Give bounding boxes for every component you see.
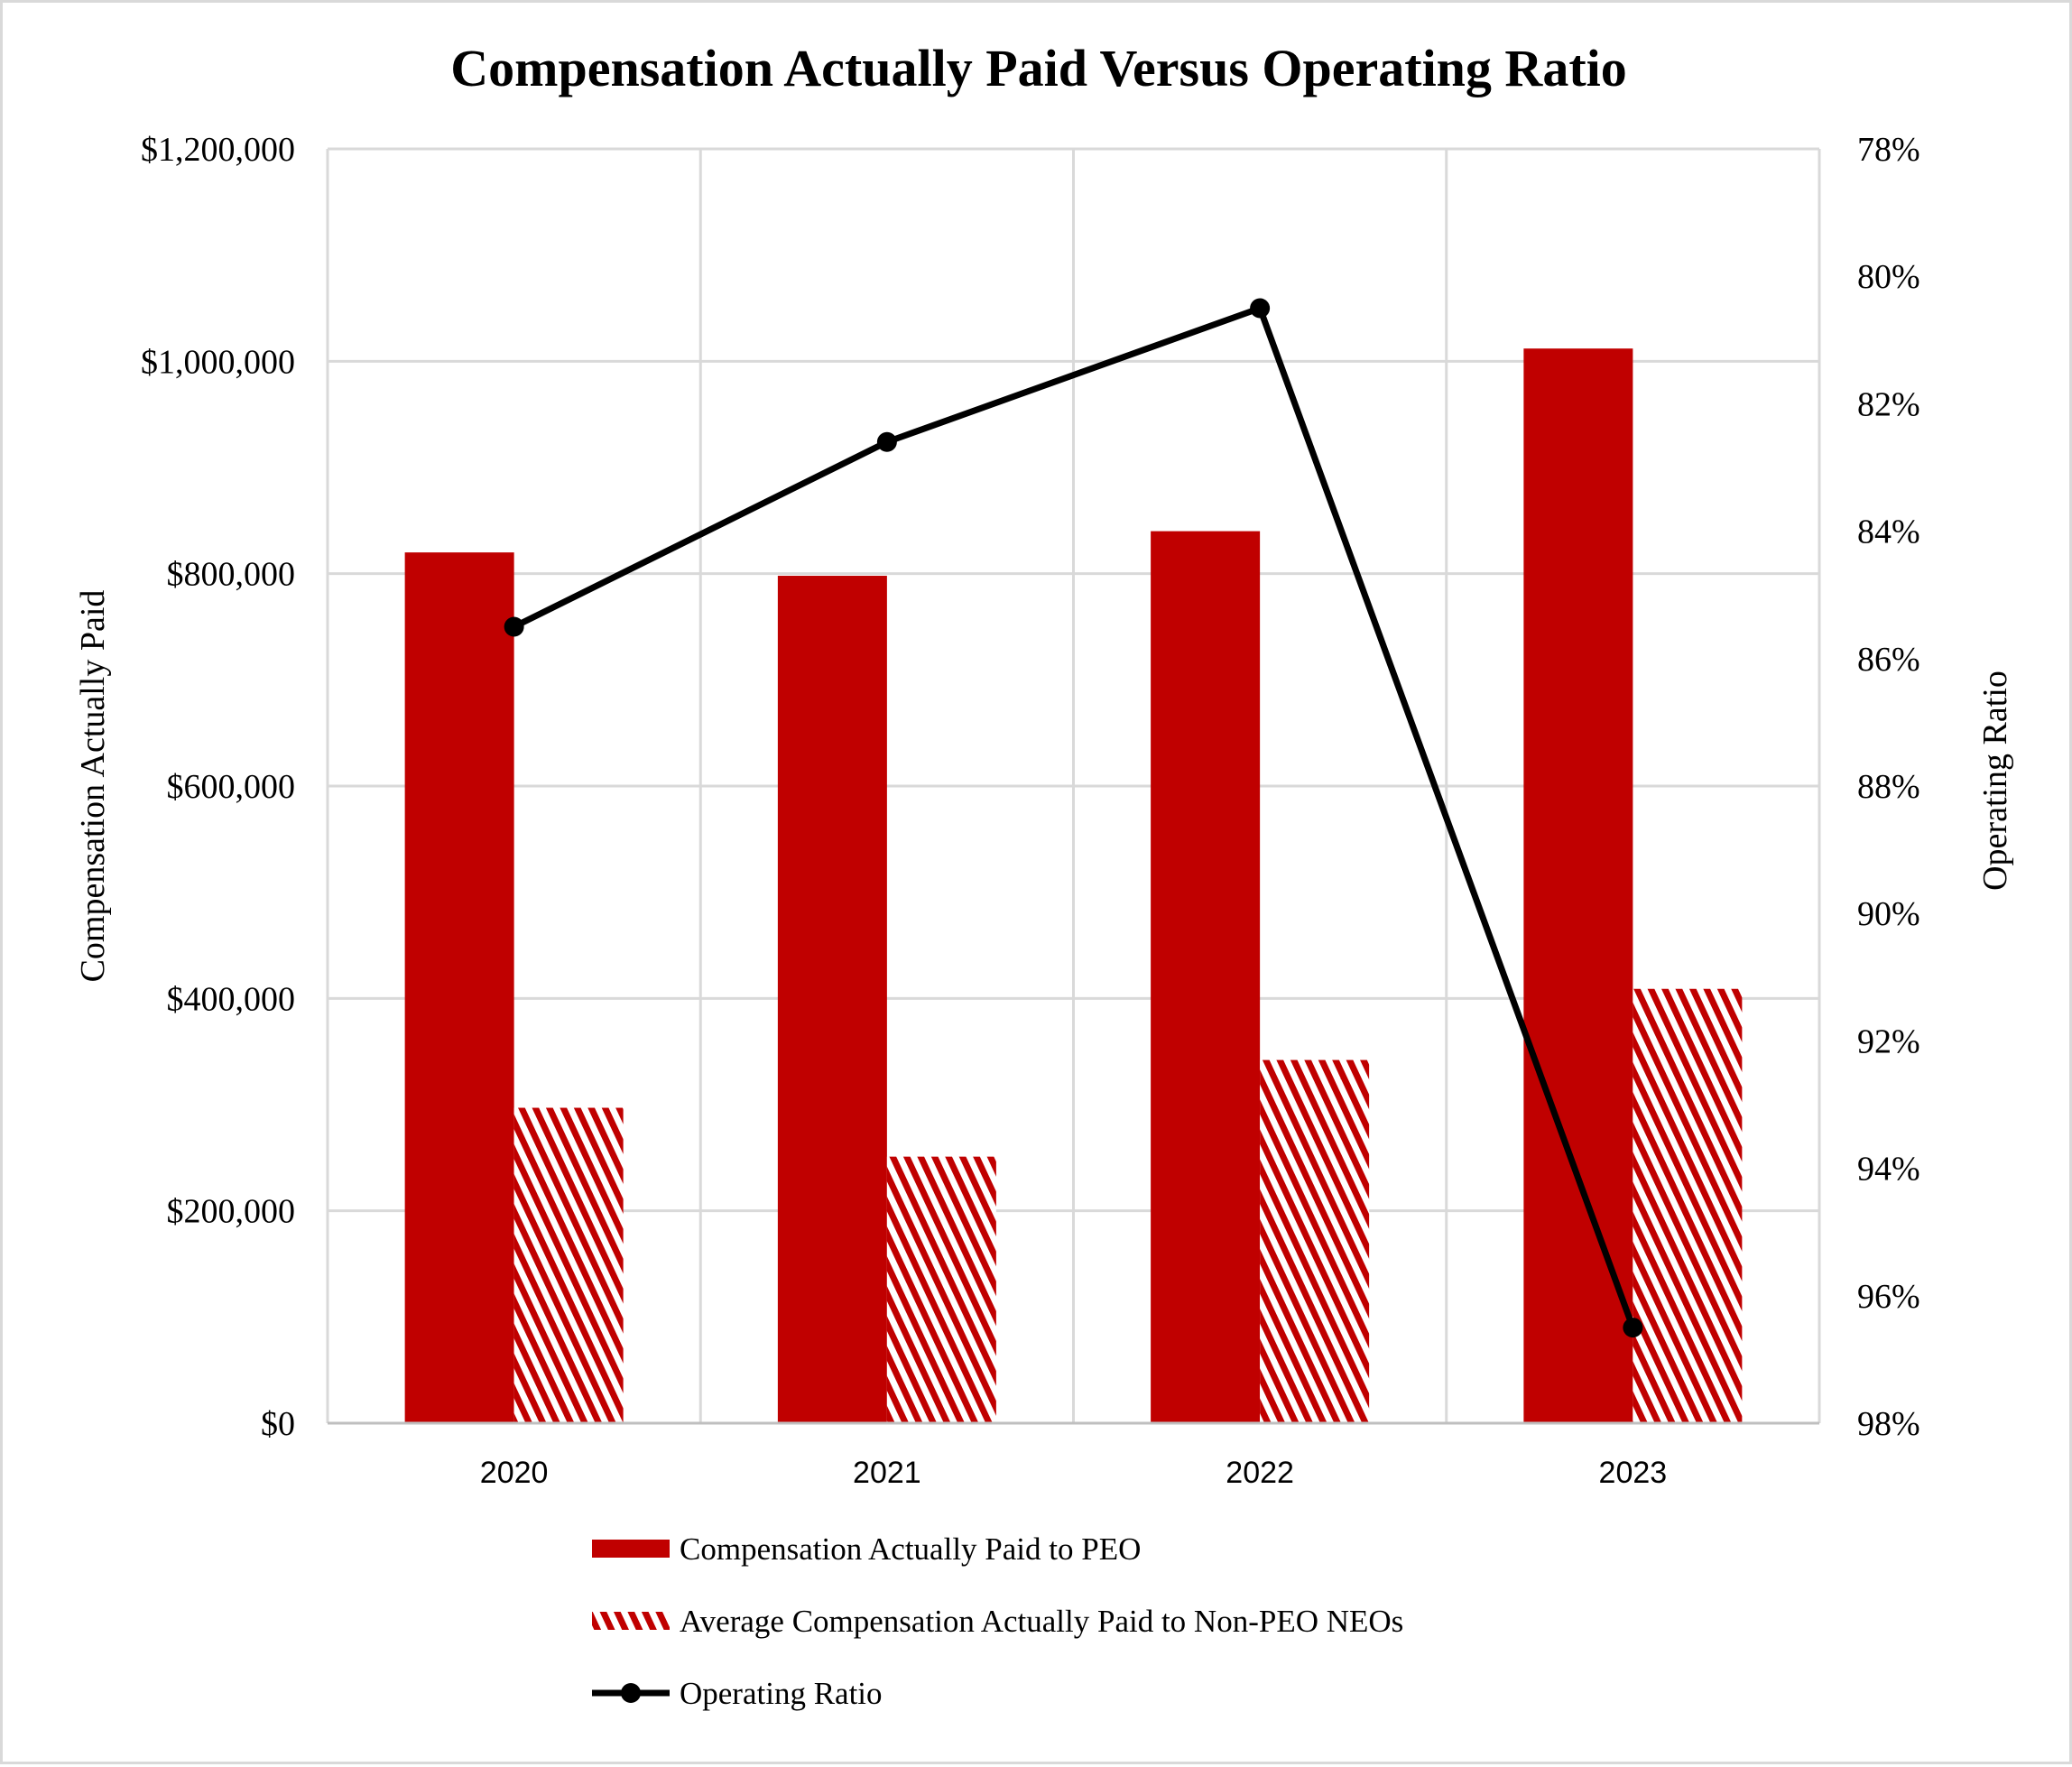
y-axis-right-label: Operating Ratio bbox=[1976, 671, 2014, 891]
y-right-tick-label: 94% bbox=[1857, 1151, 1920, 1189]
y-right-tick-label: 86% bbox=[1857, 641, 1920, 679]
y-right-tick-label: 88% bbox=[1857, 768, 1920, 806]
operating-ratio-point-2021 bbox=[876, 431, 897, 452]
x-tick-label: 2020 bbox=[480, 1456, 549, 1490]
y-tick-label: $0 bbox=[261, 1405, 295, 1443]
operating-ratio-line bbox=[513, 305, 1636, 1329]
bar-peo-2022 bbox=[1151, 531, 1261, 1423]
legend-label: Compensation Actually Paid to PEO bbox=[680, 1531, 1141, 1567]
legend-swatch-peo bbox=[592, 1540, 670, 1558]
operating-ratio-point-2022 bbox=[1250, 298, 1271, 319]
bar-non-peo-2020 bbox=[513, 1107, 624, 1423]
y-right-tick-label: 82% bbox=[1857, 385, 1920, 423]
y-tick-label: $200,000 bbox=[167, 1193, 296, 1231]
y-tick-label: $1,200,000 bbox=[141, 131, 295, 169]
legend-swatch-non-peo bbox=[592, 1612, 670, 1630]
bar-peo-2023 bbox=[1523, 348, 1633, 1423]
chart: Compensation Actually Paid Versus Operat… bbox=[74, 39, 2014, 1711]
y-tick-label: $1,000,000 bbox=[141, 343, 295, 381]
bar-peo-2020 bbox=[404, 552, 514, 1423]
y-right-tick-label: 78% bbox=[1857, 131, 1920, 169]
x-tick-label: 2021 bbox=[853, 1456, 921, 1490]
operating-ratio-point-2020 bbox=[504, 616, 524, 637]
y-right-tick-label: 90% bbox=[1857, 895, 1920, 933]
bar-non-peo-2021 bbox=[886, 1156, 996, 1423]
y-right-tick-label: 98% bbox=[1857, 1405, 1920, 1443]
y-right-tick-label: 84% bbox=[1857, 513, 1920, 551]
y-right-tick-label: 80% bbox=[1857, 258, 1920, 296]
y-right-tick-label: 96% bbox=[1857, 1278, 1920, 1316]
y-tick-label: $800,000 bbox=[167, 556, 296, 594]
legend-marker-operating-ratio bbox=[621, 1683, 641, 1703]
x-tick-label: 2022 bbox=[1226, 1456, 1294, 1490]
legend-label: Operating Ratio bbox=[680, 1676, 883, 1711]
bar-non-peo-2022 bbox=[1260, 1059, 1370, 1423]
bar-non-peo-2023 bbox=[1633, 988, 1743, 1423]
y-axis-label: Compensation Actually Paid bbox=[74, 590, 112, 983]
x-tick-label: 2023 bbox=[1599, 1456, 1668, 1490]
chart-title: Compensation Actually Paid Versus Operat… bbox=[450, 39, 1627, 97]
y-tick-label: $400,000 bbox=[167, 980, 296, 1018]
operating-ratio-point-2023 bbox=[1623, 1318, 1643, 1338]
bar-peo-2021 bbox=[777, 576, 887, 1423]
legend-label: Average Compensation Actually Paid to No… bbox=[680, 1604, 1403, 1639]
y-tick-label: $600,000 bbox=[167, 768, 296, 806]
y-right-tick-label: 92% bbox=[1857, 1022, 1920, 1060]
